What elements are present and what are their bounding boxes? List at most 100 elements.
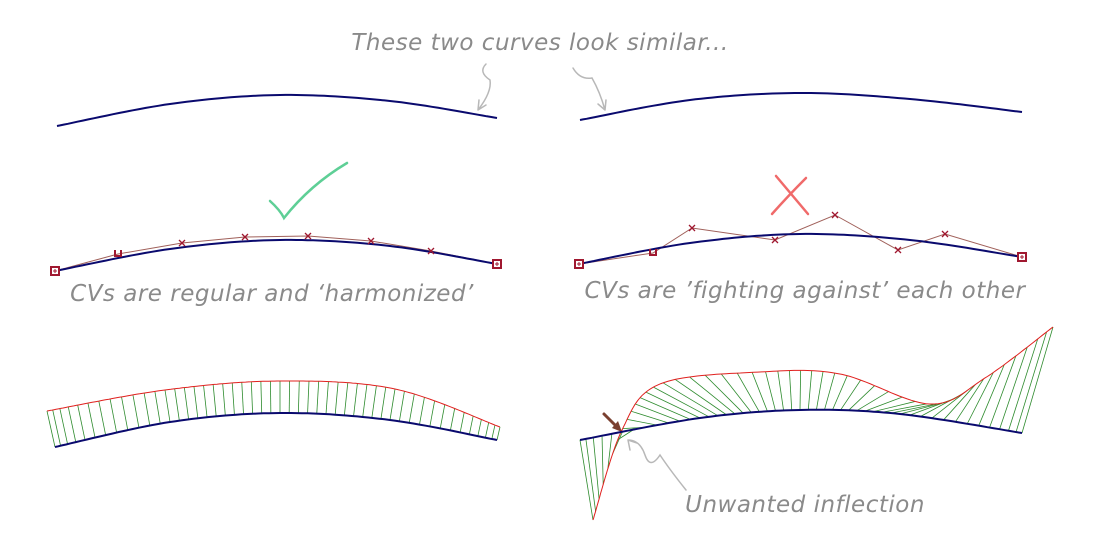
check-icon [268,161,349,221]
comb-tooth [653,386,710,418]
end-cv-marker-cross [577,262,581,266]
comb-tooth [389,388,396,421]
comb-tooth [674,379,727,416]
pointer-arrow-head [612,421,622,432]
comb-tooth [98,400,107,436]
comb-tooth [777,370,784,411]
comb-tooth [799,370,802,411]
comb-tooth [109,398,118,433]
end-cv-marker-cross [495,262,499,266]
comb-tooth [607,433,613,469]
comb-tooth [459,412,465,433]
cross-icon [770,174,810,216]
cv-marker [941,230,949,238]
squiggle-arrow-left [477,63,491,111]
pointer-arrow-shaft [602,412,618,428]
comb-tooth [203,385,208,418]
comb-tooth [316,381,320,414]
cv-marker [831,211,839,219]
end-cv-marker-cross [53,269,57,273]
cv-marker [178,239,186,247]
comb-tooth [955,378,985,423]
cv-marker [427,247,435,255]
comb-tooth [449,408,456,431]
comb-envelope [592,326,1054,521]
squiggle-arrow-right [572,67,607,111]
comb-tooth [468,415,474,435]
comb-tooth [250,381,254,414]
comb-tooth [231,382,235,415]
caption-harmonized: CVs are regular and ‘harmonized’ [70,281,474,307]
comb-tooth [419,397,425,425]
curve-line [54,412,498,448]
comb-tooth [222,383,226,416]
annotation-arrows [477,63,687,491]
cv-marker [241,233,249,241]
comb-tooth [59,408,68,445]
comb-tooth [765,371,776,411]
comb-tooth [840,379,861,411]
comb-tooth [890,403,938,414]
cv-hull [578,214,1023,265]
caption-inflection: Unwanted inflection [685,492,925,518]
comb-tooth [67,406,77,443]
comb-tooth [978,364,1005,426]
comb-tooth [585,438,597,512]
comb-tooth [579,439,594,521]
comb-tooth [639,397,691,420]
comb-tooth [132,394,140,428]
comb-tooth [807,370,813,410]
comb-tooth [52,409,61,446]
comb-tooth [617,429,634,441]
comb-tooth [408,393,415,423]
comb-tooth [307,381,310,414]
comb-tooth [241,382,244,415]
curve-line [579,408,1023,441]
comb-tooth [704,374,744,414]
comb-tooth [154,391,161,424]
comb-tooth [334,382,339,415]
comb-tooth [689,376,736,415]
comb-tooth [816,371,824,410]
comb-tooth [362,384,368,418]
comb-tooth [864,396,903,412]
comb-tooth [297,380,300,414]
comb-tooth [751,372,768,412]
comb-tooth [260,381,263,414]
comb-tooth [343,382,349,416]
cv-marker [688,224,696,232]
comb-tooth [477,419,482,437]
comb-tooth [371,385,377,418]
comb-tooth [824,372,836,410]
cv-marker [894,246,902,254]
comb-tooth [601,435,604,485]
fighting-cv-curve [574,211,1027,269]
caption-fighting: CVs are ’fighting against’ each other [584,278,1026,304]
comb-tooth [873,401,916,413]
comb-tooth [645,391,701,419]
comb-tooth [121,396,129,431]
comb-tooth [856,391,889,412]
cv-marker [367,237,375,245]
comb-envelope [46,380,501,428]
smooth-curvature-comb [46,380,501,448]
comb-tooth [832,375,848,411]
comb-tooth [789,370,793,411]
comb-tooth [212,384,217,417]
verdict-marks [268,161,810,221]
comb-tooth [325,381,329,415]
comb-tooth [1015,331,1047,433]
top-left-curve [56,93,498,127]
comb-tooth [429,400,436,427]
comb-tooth [1021,326,1054,434]
first-cv-marker [114,250,122,257]
harmonized-cv-curve [50,232,502,276]
curve-line [578,232,1023,265]
comb-tooth [943,384,976,421]
cv-marker [771,236,779,244]
comb-tooth [496,426,501,441]
comb-tooth [87,403,96,438]
squiggle-arrow-inflection [627,439,687,491]
comb-tooth [881,403,927,413]
